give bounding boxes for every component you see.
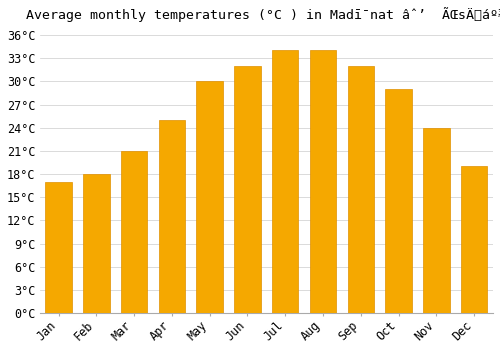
Bar: [423, 128, 450, 313]
Bar: [83, 174, 110, 313]
Bar: [46, 182, 72, 313]
Bar: [272, 50, 298, 313]
Bar: [386, 89, 412, 313]
Bar: [461, 166, 487, 313]
Bar: [196, 81, 223, 313]
Bar: [158, 120, 185, 313]
Title: Average monthly temperatures (°C ) in Madī̄nat âˆ’  ÃŒsÄáº¾: Average monthly temperatures (°C ) in Ma…: [26, 7, 500, 22]
Bar: [310, 50, 336, 313]
Bar: [121, 151, 148, 313]
Bar: [234, 66, 260, 313]
Bar: [348, 66, 374, 313]
